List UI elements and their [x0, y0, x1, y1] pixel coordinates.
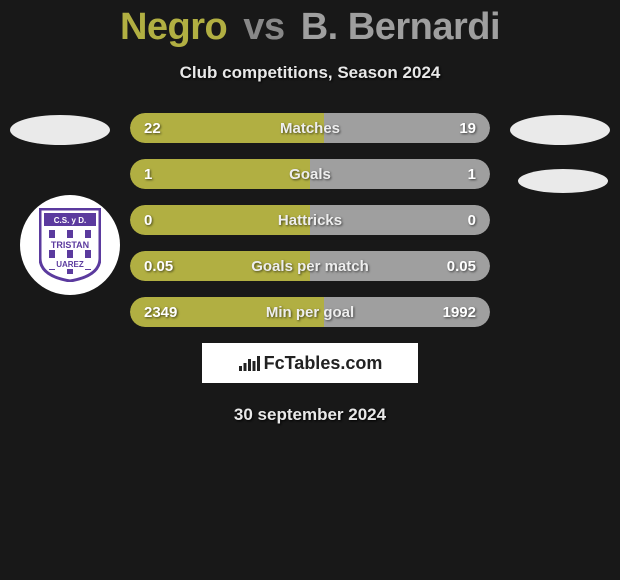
stat-row: 2349 1992 Min per goal [130, 297, 490, 327]
stat-label: Goals per match [251, 258, 369, 275]
stat-value-left: 22 [144, 120, 161, 137]
stat-value-right: 1 [468, 166, 476, 183]
stat-value-left: 0 [144, 212, 152, 229]
stat-value-right: 0.05 [447, 258, 476, 275]
player-left-avatar-placeholder [10, 115, 110, 145]
badge-top-text: C.S. y D. [54, 216, 86, 225]
stat-value-right: 19 [459, 120, 476, 137]
stat-value-left: 1 [144, 166, 152, 183]
stat-bar-left [130, 159, 310, 189]
brand-box: FcTables.com [202, 343, 418, 383]
badge-mid-text: TRISTAN [51, 240, 89, 250]
title-player-right: B. Bernardi [301, 6, 500, 48]
stat-label: Hattricks [278, 212, 342, 229]
club-badge: C.S. y D. TRISTAN UAREZ [20, 195, 120, 295]
player-right-avatar-placeholder-2 [518, 169, 608, 193]
stat-row: 0 0 Hattricks [130, 205, 490, 235]
title-vs: vs [243, 6, 284, 48]
stat-row: 1 1 Goals [130, 159, 490, 189]
stat-label: Min per goal [266, 304, 354, 321]
stat-value-right: 0 [468, 212, 476, 229]
stat-row: 22 19 Matches [130, 113, 490, 143]
stat-label: Goals [289, 166, 331, 183]
stat-value-left: 2349 [144, 304, 177, 321]
brand-text: FcTables.com [264, 353, 383, 374]
chart-bars-icon [238, 354, 260, 372]
title-player-left: Negro [120, 6, 227, 48]
subtitle: Club competitions, Season 2024 [0, 63, 620, 83]
stat-value-right: 1992 [443, 304, 476, 321]
player-right-avatar-placeholder [510, 115, 610, 145]
stat-label: Matches [280, 120, 340, 137]
date-text: 30 september 2024 [0, 405, 620, 425]
stat-rows-container: 22 19 Matches 1 1 Goals 0 0 Hattricks 0.05 0.05 Goa… [130, 113, 490, 327]
club-shield-icon: C.S. y D. TRISTAN UAREZ [39, 208, 101, 282]
page-title: Negro vs B. Bernardi [0, 0, 620, 49]
stat-value-left: 0.05 [144, 258, 173, 275]
stat-row: 0.05 0.05 Goals per match [130, 251, 490, 281]
stat-bar-right [310, 159, 490, 189]
comparison-content: C.S. y D. TRISTAN UAREZ 22 19 Matches 1 1 Goa… [0, 113, 620, 425]
badge-bottom-text: UAREZ [56, 260, 84, 269]
